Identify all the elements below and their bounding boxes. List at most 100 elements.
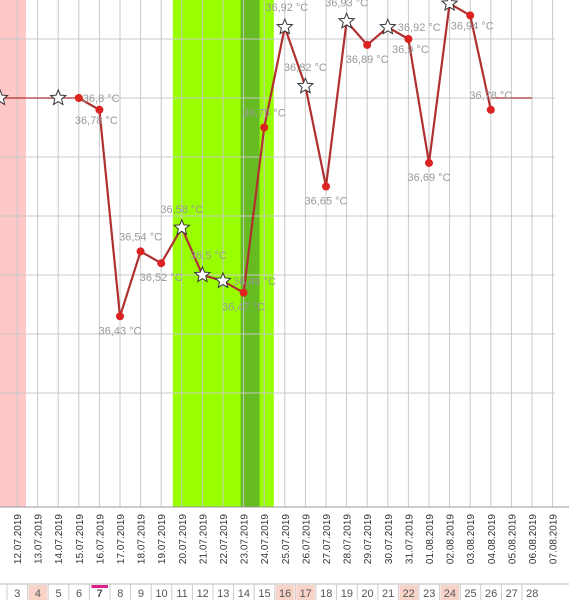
star-marker [337,11,356,29]
data-label: 36,52 °C [140,272,183,284]
highlighted-day-cell [296,585,315,600]
data-label: 36,9 °C [392,44,429,56]
star-marker [49,88,68,106]
date-tick-label: 28.07.2019 [343,514,354,564]
cycle-day-label: 24 [444,588,456,600]
data-point [74,94,83,102]
data-point [157,259,166,268]
star-marker [214,271,232,289]
star-marker [172,218,191,236]
date-tick-label: 17.07.2019 [116,514,127,564]
date-tick-label: 01.08.2019 [425,514,436,564]
data-label: 36,5 °C [190,250,227,262]
cycle-day-label: 13 [217,588,229,600]
cycle-day-label: 10 [155,588,167,600]
date-tick-label: 22.07.2019 [219,514,230,564]
data-label: 36,54 °C [119,231,162,243]
date-tick-label: 06.08.2019 [528,514,539,564]
date-tick-label: 05.08.2019 [507,514,518,564]
date-tick-label: 20.07.2019 [178,514,189,564]
date-tick-label: 25.07.2019 [281,514,292,564]
data-point [425,158,433,167]
star-marker [193,265,212,283]
data-point [260,123,269,132]
cycle-day-label: 11 [176,588,187,600]
data-label: 36,92 °C [265,2,308,14]
data-label: 36,58 °C [160,204,203,216]
date-tick-label: 29.07.2019 [363,514,374,564]
data-point [466,11,475,20]
phase-bands [0,0,274,507]
data-point [363,40,372,49]
data-point [486,105,495,114]
data-label: 36,43 °C [99,325,142,337]
cycle-day-label: 25 [464,588,476,600]
date-tick-label: 02.08.2019 [446,514,457,564]
data-label: 36,82 °C [284,62,327,74]
data-label: 36,78 °C [469,90,512,102]
data-label: 36,47 °C [222,302,265,314]
data-label: 36,94 °C [451,20,494,32]
date-tick-label: 30.07.2019 [384,514,395,564]
data-label: 36,49 °C [233,276,276,288]
data-label: 36,69 °C [408,172,451,184]
cycle-day-label: 23 [423,588,435,600]
cycle-day-label: 7 [97,588,103,600]
cycle-day-label: 14 [238,588,250,600]
data-label: 36,92 °C [398,22,441,34]
cycle-day-label: 9 [138,588,144,600]
data-point [136,247,145,256]
x-axis-date-labels: 12.07.2019 13.07.2019 14.07.2019 15.07.2019… [13,514,560,564]
cycle-day-label: 6 [76,588,82,600]
cycle-day-label: 15 [258,588,270,600]
date-tick-label: 13.07.2019 [34,514,45,564]
data-labels: 36,8 °C 36,78 °C 36,43 °C 36,54 °C 36,52 °C 3… [75,0,512,337]
highlighted-day-cell [399,585,418,600]
date-tick-label: 16.07.2019 [95,514,106,564]
cycle-day-label: 3 [14,588,20,600]
highlighted-day-cell [28,585,48,600]
date-tick-label: 24.07.2019 [260,514,271,564]
date-tick-label: 07.08.2019 [549,514,560,564]
data-point [239,288,248,297]
highlighted-day-cell [440,585,460,600]
cycle-day-label: 4 [35,588,41,600]
date-tick-label: 04.08.2019 [487,514,498,564]
data-point [322,182,330,191]
cycle-day-label: 20 [361,588,373,600]
date-tick-label: 18.07.2019 [137,514,148,564]
date-tick-label: 31.07.2019 [404,514,415,564]
temperature-series [0,0,495,321]
data-point [404,35,413,43]
cycle-day-label: 26 [485,588,497,600]
date-tick-label: 26.07.2019 [301,514,312,564]
data-label: 36,75 °C [243,108,286,120]
star-marker [0,88,9,106]
cycle-day-label: 17 [300,588,312,600]
data-point [95,105,104,114]
cycle-day-label: 12 [197,588,209,600]
ovulation-band [240,0,260,507]
cycle-day-label: 27 [506,588,518,600]
cycle-day-label: 28 [526,588,538,600]
date-tick-label: 14.07.2019 [54,514,65,564]
cycle-day-label: 16 [279,588,291,600]
star-marker [296,76,315,94]
current-day-marker [91,585,108,588]
data-point [116,312,124,321]
data-label: 36,8 °C [83,93,120,105]
star-marker [440,0,459,12]
date-tick-label: 27.07.2019 [322,514,333,564]
date-tick-label: 21.07.2019 [198,514,209,564]
date-tick-label: 12.07.2019 [13,514,24,564]
cycle-day-row: 3 4 5 6 7 8 9 10 11 12 13 14 15 16 17 18 19 20 21 22 23 24 25 2… [0,583,569,600]
date-tick-label: 23.07.2019 [240,514,251,564]
cycle-day-label: 22 [403,588,415,600]
period-band [0,0,26,507]
data-label: 36,93 °C [325,0,368,9]
date-tick-label: 15.07.2019 [75,514,86,564]
cycle-day-label: 18 [320,588,332,600]
date-tick-label: 03.08.2019 [466,514,477,564]
cycle-day-label: 19 [341,588,353,600]
